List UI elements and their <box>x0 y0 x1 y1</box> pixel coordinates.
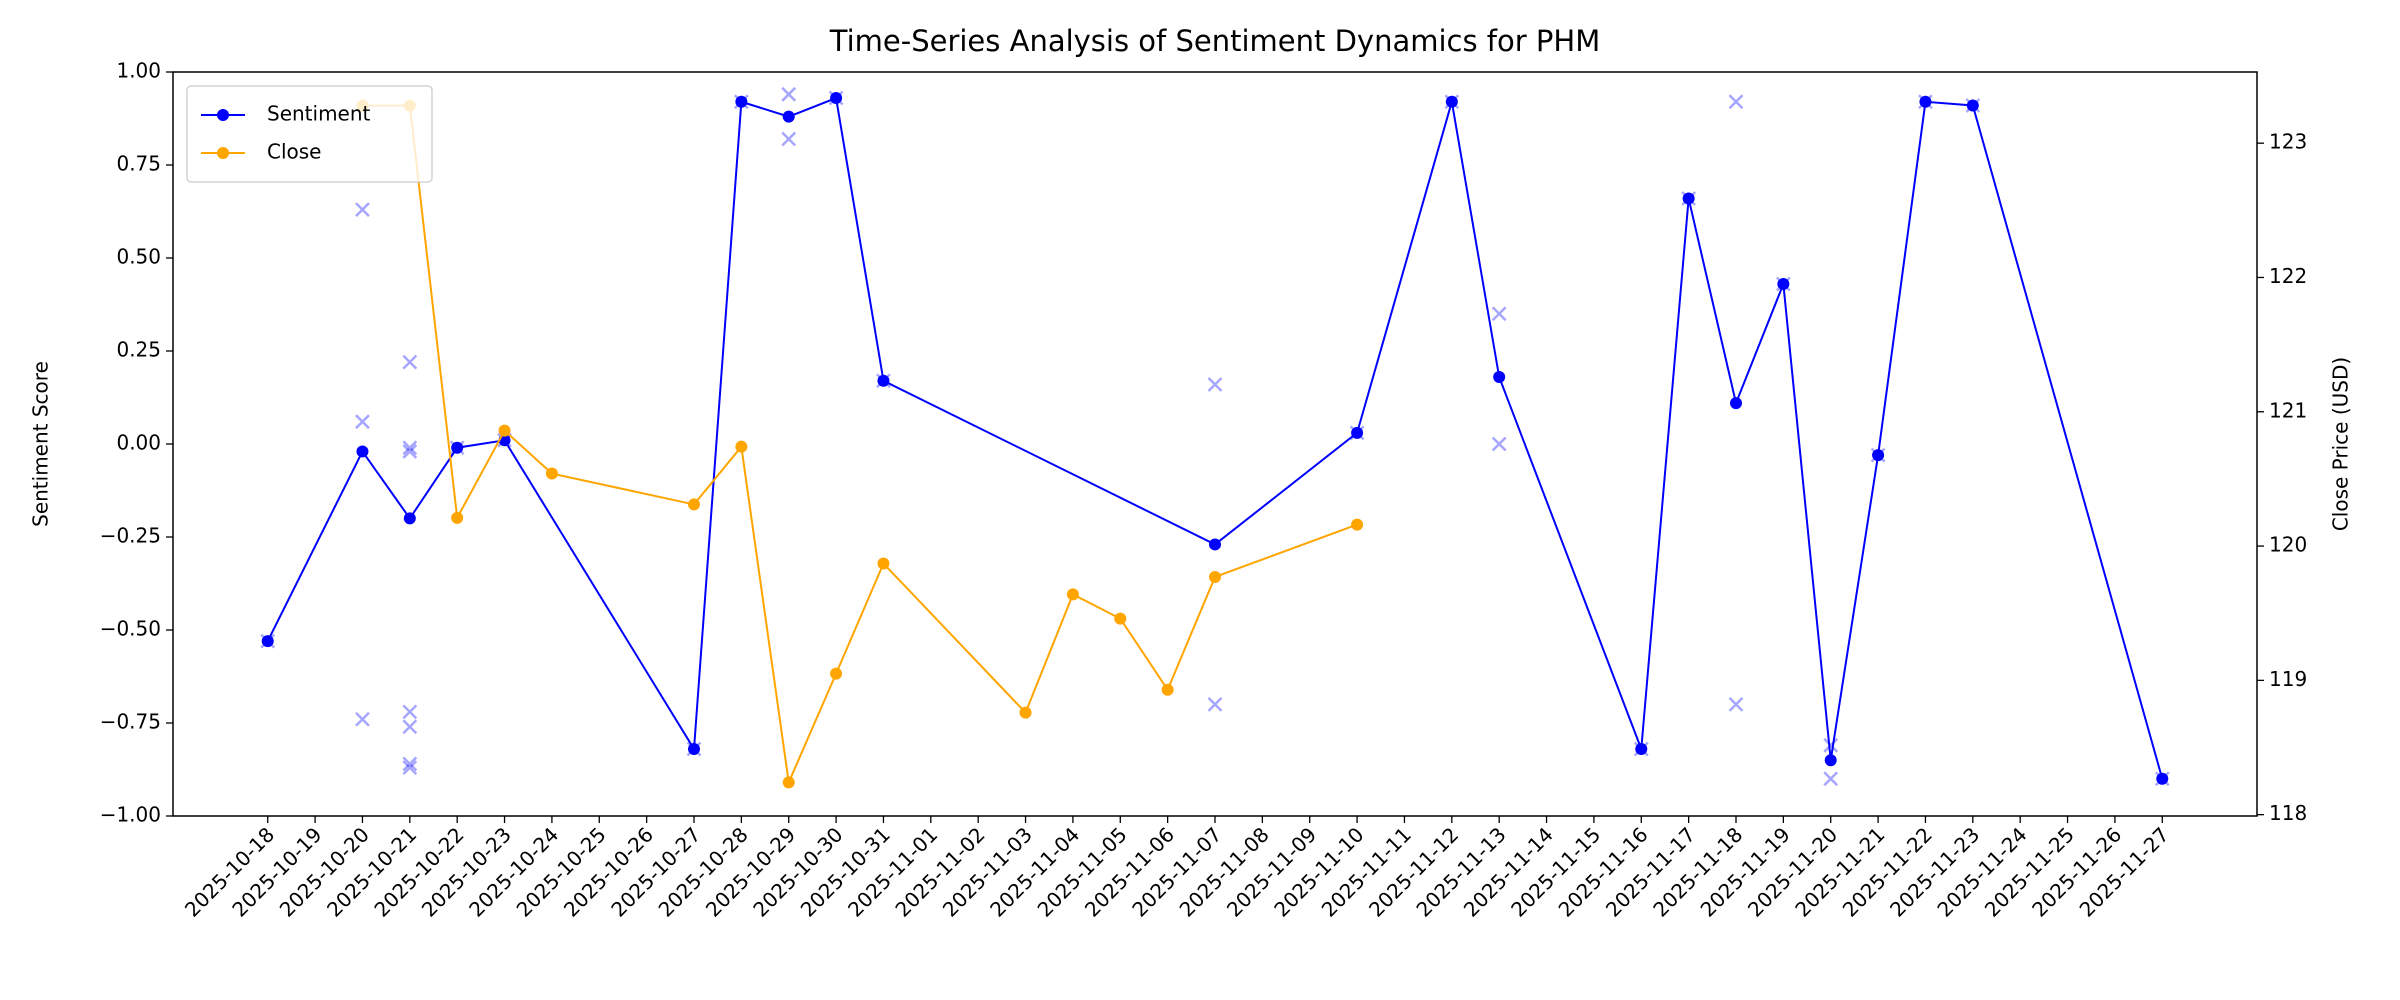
data-point <box>1491 436 1507 452</box>
y-tick-label: 0.25 <box>116 338 161 362</box>
data-point <box>1491 306 1507 322</box>
data-point <box>735 95 748 108</box>
data-point <box>1351 426 1364 439</box>
y-tick-label: −0.50 <box>100 617 161 641</box>
data-point <box>1823 771 1839 787</box>
y-tick-label: −0.75 <box>100 710 161 734</box>
y-tick-label: 0.00 <box>116 431 161 455</box>
data-point <box>355 711 370 727</box>
y-tick-label: 0.50 <box>116 245 161 269</box>
data-point <box>403 512 416 525</box>
data-point <box>1445 95 1458 108</box>
data-point <box>877 557 890 570</box>
data-point <box>402 440 418 456</box>
legend-label: Close <box>267 140 321 164</box>
y-tick-label: 0.75 <box>116 152 161 176</box>
data-point <box>402 444 418 459</box>
data-point <box>1019 706 1032 719</box>
data-point <box>1161 683 1174 696</box>
data-point <box>1351 518 1364 531</box>
data-point <box>402 756 418 772</box>
y-axis-label: Sentiment Score <box>29 361 53 527</box>
data-point <box>1207 377 1223 392</box>
data-point <box>688 498 700 511</box>
data-point <box>1823 737 1839 753</box>
data-point <box>545 467 558 480</box>
y2-tick-label: 121 <box>2269 398 2307 422</box>
data-point <box>1730 397 1742 410</box>
data-point <box>1493 371 1506 384</box>
data-point <box>261 635 274 648</box>
legend-marker <box>217 109 229 121</box>
data-point <box>402 760 418 776</box>
data-point <box>782 110 795 123</box>
data-point <box>1066 588 1079 601</box>
y2-tick-label: 118 <box>2269 801 2307 825</box>
data-point <box>1682 192 1695 205</box>
y2-tick-label: 120 <box>2269 533 2307 557</box>
data-point <box>1209 570 1221 583</box>
data-point <box>877 374 890 387</box>
data-point <box>2156 772 2169 785</box>
data-point <box>451 511 464 524</box>
data-point <box>1728 94 1744 110</box>
data-point <box>830 667 843 680</box>
y-tick-label: −1.00 <box>100 803 161 827</box>
data-point <box>1114 612 1127 625</box>
y2-tick-label: 119 <box>2269 667 2307 691</box>
data-point <box>735 440 748 453</box>
y-tick-label: −0.25 <box>100 524 161 548</box>
data-point <box>402 719 418 735</box>
data-point <box>356 445 369 458</box>
y2-axis-label: Close Price (USD) <box>2329 357 2353 531</box>
data-point <box>1209 538 1221 551</box>
data-point <box>688 743 700 756</box>
legend-box <box>186 85 433 183</box>
data-point <box>402 354 418 370</box>
data-point <box>1728 697 1744 712</box>
data-point <box>1777 278 1790 291</box>
data-point <box>451 441 464 454</box>
y2-tick-label: 122 <box>2269 264 2307 288</box>
data-point <box>1872 449 1885 462</box>
data-point <box>1966 99 1979 112</box>
data-point <box>355 202 370 218</box>
data-point <box>1824 754 1837 767</box>
data-point <box>830 92 843 105</box>
data-point <box>1207 697 1223 712</box>
chart-title: Time-Series Analysis of Sentiment Dynami… <box>829 24 1600 58</box>
data-point <box>1635 743 1648 756</box>
data-point <box>498 424 511 437</box>
data-point <box>782 776 795 789</box>
series-line <box>362 104 1358 787</box>
y-tick-label: 1.00 <box>116 59 161 83</box>
data-point <box>781 86 797 102</box>
legend-marker <box>217 147 229 159</box>
data-point <box>355 414 370 430</box>
data-point <box>1919 95 1932 108</box>
data-point <box>402 704 418 720</box>
legend-label: Sentiment <box>267 102 371 126</box>
y2-tick-label: 123 <box>2269 130 2307 154</box>
data-point <box>781 131 797 147</box>
